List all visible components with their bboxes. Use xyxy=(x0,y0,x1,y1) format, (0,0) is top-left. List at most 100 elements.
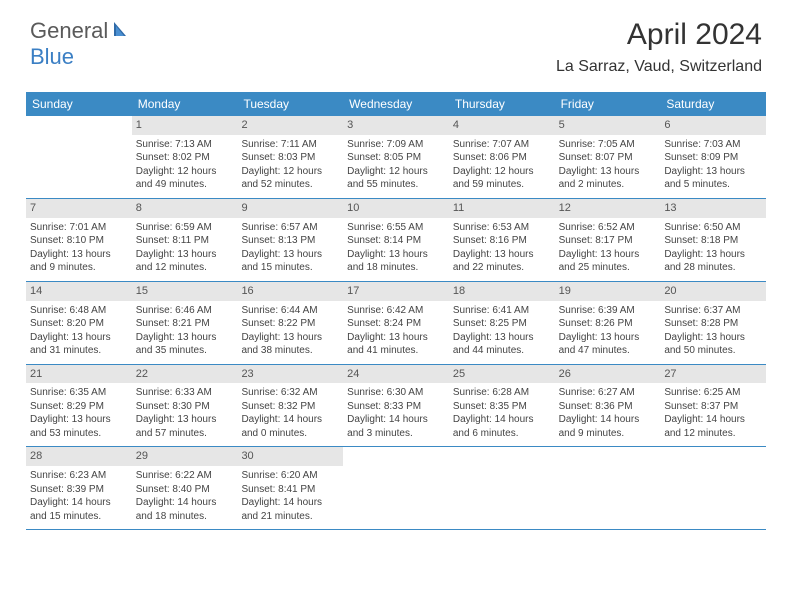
day-number: 5 xyxy=(555,116,661,135)
calendar-cell: 23Sunrise: 6:32 AMSunset: 8:32 PMDayligh… xyxy=(237,365,343,447)
cell-text: Sunrise: 6:27 AM xyxy=(559,386,657,400)
cell-text: Daylight: 14 hours xyxy=(559,413,657,427)
day-number: 1 xyxy=(132,116,238,135)
calendar-header-cell: Saturday xyxy=(660,92,766,116)
cell-text: Sunrise: 6:55 AM xyxy=(347,221,445,235)
calendar-cell: 27Sunrise: 6:25 AMSunset: 8:37 PMDayligh… xyxy=(660,365,766,447)
cell-text: Sunset: 8:05 PM xyxy=(347,151,445,165)
cell-text: and 9 minutes. xyxy=(30,261,128,275)
cell-text: Sunrise: 7:05 AM xyxy=(559,138,657,152)
cell-text: Sunset: 8:25 PM xyxy=(453,317,551,331)
cell-text: Sunset: 8:30 PM xyxy=(136,400,234,414)
cell-text: and 25 minutes. xyxy=(559,261,657,275)
calendar: SundayMondayTuesdayWednesdayThursdayFrid… xyxy=(26,92,766,530)
cell-text: Daylight: 13 hours xyxy=(30,413,128,427)
calendar-cell: 8Sunrise: 6:59 AMSunset: 8:11 PMDaylight… xyxy=(132,199,238,281)
calendar-cell: 6Sunrise: 7:03 AMSunset: 8:09 PMDaylight… xyxy=(660,116,766,198)
cell-text: Sunrise: 6:28 AM xyxy=(453,386,551,400)
cell-text: Daylight: 13 hours xyxy=(559,165,657,179)
cell-text: Sunrise: 7:07 AM xyxy=(453,138,551,152)
cell-text: Daylight: 13 hours xyxy=(241,248,339,262)
day-number: 18 xyxy=(449,282,555,301)
day-number: 22 xyxy=(132,365,238,384)
title-block: April 2024 La Sarraz, Vaud, Switzerland xyxy=(556,18,762,76)
cell-text: Daylight: 12 hours xyxy=(347,165,445,179)
cell-text: Sunrise: 6:30 AM xyxy=(347,386,445,400)
cell-text: and 38 minutes. xyxy=(241,344,339,358)
cell-text: and 18 minutes. xyxy=(136,510,234,524)
cell-text: Daylight: 13 hours xyxy=(30,248,128,262)
calendar-header-cell: Friday xyxy=(555,92,661,116)
cell-text: Sunrise: 7:09 AM xyxy=(347,138,445,152)
cell-text: Daylight: 13 hours xyxy=(136,331,234,345)
day-number: 17 xyxy=(343,282,449,301)
page-title: April 2024 xyxy=(556,18,762,52)
day-number: 11 xyxy=(449,199,555,218)
cell-text: Sunrise: 6:46 AM xyxy=(136,304,234,318)
cell-text: and 53 minutes. xyxy=(30,427,128,441)
calendar-header-cell: Monday xyxy=(132,92,238,116)
cell-text: Sunset: 8:28 PM xyxy=(664,317,762,331)
cell-text: and 12 minutes. xyxy=(664,427,762,441)
cell-text: Sunrise: 6:35 AM xyxy=(30,386,128,400)
cell-text: Daylight: 14 hours xyxy=(453,413,551,427)
calendar-cell: 30Sunrise: 6:20 AMSunset: 8:41 PMDayligh… xyxy=(237,447,343,529)
calendar-cell: 17Sunrise: 6:42 AMSunset: 8:24 PMDayligh… xyxy=(343,282,449,364)
cell-text: Sunset: 8:20 PM xyxy=(30,317,128,331)
sail-icon xyxy=(112,20,132,43)
cell-text: Daylight: 13 hours xyxy=(559,248,657,262)
calendar-cell: 22Sunrise: 6:33 AMSunset: 8:30 PMDayligh… xyxy=(132,365,238,447)
calendar-cell: 7Sunrise: 7:01 AMSunset: 8:10 PMDaylight… xyxy=(26,199,132,281)
cell-text: Sunrise: 6:20 AM xyxy=(241,469,339,483)
cell-text: Sunrise: 6:48 AM xyxy=(30,304,128,318)
cell-text: and 22 minutes. xyxy=(453,261,551,275)
cell-text: Sunrise: 7:01 AM xyxy=(30,221,128,235)
calendar-cell: 9Sunrise: 6:57 AMSunset: 8:13 PMDaylight… xyxy=(237,199,343,281)
cell-text: Daylight: 14 hours xyxy=(136,496,234,510)
cell-text: Daylight: 12 hours xyxy=(136,165,234,179)
calendar-cell: 2Sunrise: 7:11 AMSunset: 8:03 PMDaylight… xyxy=(237,116,343,198)
brand-logo: General xyxy=(30,18,134,44)
cell-text: Sunset: 8:40 PM xyxy=(136,483,234,497)
calendar-cell: 16Sunrise: 6:44 AMSunset: 8:22 PMDayligh… xyxy=(237,282,343,364)
cell-text: Sunset: 8:10 PM xyxy=(30,234,128,248)
calendar-cell: 1Sunrise: 7:13 AMSunset: 8:02 PMDaylight… xyxy=(132,116,238,198)
cell-text: Sunrise: 6:59 AM xyxy=(136,221,234,235)
cell-text: Sunset: 8:37 PM xyxy=(664,400,762,414)
cell-text: and 59 minutes. xyxy=(453,178,551,192)
calendar-cell-empty xyxy=(343,447,449,529)
cell-text: Sunset: 8:13 PM xyxy=(241,234,339,248)
day-number: 21 xyxy=(26,365,132,384)
calendar-cell: 28Sunrise: 6:23 AMSunset: 8:39 PMDayligh… xyxy=(26,447,132,529)
calendar-header-row: SundayMondayTuesdayWednesdayThursdayFrid… xyxy=(26,92,766,116)
cell-text: and 12 minutes. xyxy=(136,261,234,275)
calendar-cell: 14Sunrise: 6:48 AMSunset: 8:20 PMDayligh… xyxy=(26,282,132,364)
cell-text: Sunrise: 6:50 AM xyxy=(664,221,762,235)
calendar-cell-empty xyxy=(449,447,555,529)
calendar-cell: 26Sunrise: 6:27 AMSunset: 8:36 PMDayligh… xyxy=(555,365,661,447)
calendar-cell: 18Sunrise: 6:41 AMSunset: 8:25 PMDayligh… xyxy=(449,282,555,364)
cell-text: Daylight: 13 hours xyxy=(241,331,339,345)
cell-text: Sunset: 8:39 PM xyxy=(30,483,128,497)
cell-text: Sunrise: 6:23 AM xyxy=(30,469,128,483)
cell-text: and 55 minutes. xyxy=(347,178,445,192)
cell-text: Daylight: 13 hours xyxy=(347,248,445,262)
cell-text: and 15 minutes. xyxy=(241,261,339,275)
cell-text: Daylight: 14 hours xyxy=(664,413,762,427)
day-number: 26 xyxy=(555,365,661,384)
calendar-cell: 5Sunrise: 7:05 AMSunset: 8:07 PMDaylight… xyxy=(555,116,661,198)
cell-text: Sunset: 8:16 PM xyxy=(453,234,551,248)
cell-text: Sunrise: 7:03 AM xyxy=(664,138,762,152)
day-number: 9 xyxy=(237,199,343,218)
brand-part1: General xyxy=(30,18,108,44)
cell-text: Sunrise: 6:41 AM xyxy=(453,304,551,318)
calendar-header-cell: Wednesday xyxy=(343,92,449,116)
calendar-cell: 24Sunrise: 6:30 AMSunset: 8:33 PMDayligh… xyxy=(343,365,449,447)
cell-text: Daylight: 14 hours xyxy=(241,496,339,510)
calendar-row: 28Sunrise: 6:23 AMSunset: 8:39 PMDayligh… xyxy=(26,447,766,530)
cell-text: Sunset: 8:11 PM xyxy=(136,234,234,248)
day-number: 30 xyxy=(237,447,343,466)
cell-text: and 6 minutes. xyxy=(453,427,551,441)
cell-text: Sunrise: 6:53 AM xyxy=(453,221,551,235)
cell-text: Daylight: 14 hours xyxy=(241,413,339,427)
